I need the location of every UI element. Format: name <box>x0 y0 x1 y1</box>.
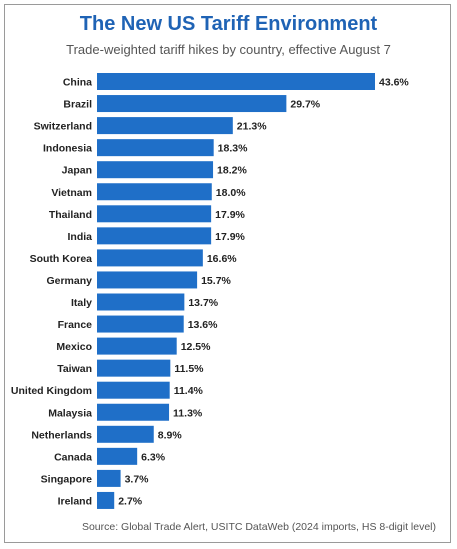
value-label-ireland: 2.7% <box>118 495 143 507</box>
category-label-canada: Canada <box>54 451 92 463</box>
value-label-taiwan: 11.5% <box>174 363 204 375</box>
bar-france <box>97 315 184 333</box>
bar-india <box>97 227 212 245</box>
category-label-italy: Italy <box>71 297 92 309</box>
chart-source: Source: Global Trade Alert, USITC DataWe… <box>81 521 436 533</box>
value-label-switzerland: 21.3% <box>237 121 267 133</box>
bar-switzerland <box>97 117 233 135</box>
bar-china <box>97 73 375 90</box>
value-label-china: 43.6% <box>379 77 409 89</box>
category-label-thailand: Thailand <box>49 209 92 221</box>
value-label-thailand: 17.9% <box>215 209 245 221</box>
category-label-vietnam: Vietnam <box>51 187 92 199</box>
value-label-indonesia: 18.3% <box>218 143 248 155</box>
category-label-indonesia: Indonesia <box>43 143 92 155</box>
value-label-south-korea: 16.6% <box>207 253 237 265</box>
category-label-ireland: Ireland <box>58 495 92 507</box>
bar-brazil <box>97 95 287 113</box>
category-label-taiwan: Taiwan <box>57 363 92 375</box>
value-label-singapore: 3.7% <box>125 473 150 485</box>
bar-singapore <box>97 469 121 487</box>
value-label-brazil: 29.7% <box>290 99 320 111</box>
chart-title: The New US Tariff Environment <box>79 13 378 35</box>
value-label-germany: 15.7% <box>201 275 231 287</box>
category-label-japan: Japan <box>62 165 92 177</box>
category-label-france: France <box>58 319 93 331</box>
category-label-mexico: Mexico <box>56 341 92 353</box>
category-label-netherlands: Netherlands <box>31 429 92 441</box>
category-label-switzerland: Switzerland <box>34 121 92 133</box>
bar-thailand <box>97 205 212 223</box>
value-label-india: 17.9% <box>215 231 245 243</box>
value-label-mexico: 12.5% <box>181 341 211 353</box>
bar-south-korea <box>97 249 203 267</box>
bar-netherlands <box>97 425 154 443</box>
bar-germany <box>97 271 198 289</box>
category-label-singapore: Singapore <box>41 473 93 485</box>
bar-taiwan <box>97 359 171 377</box>
bar-vietnam <box>97 183 212 201</box>
category-label-india: India <box>67 231 92 243</box>
category-label-south-korea: South Korea <box>30 253 93 265</box>
category-label-malaysia: Malaysia <box>48 407 92 419</box>
bar-indonesia <box>97 139 214 157</box>
value-label-vietnam: 18.0% <box>216 187 246 199</box>
chart-subtitle: Trade-weighted tariff hikes by country, … <box>66 42 391 57</box>
bar-malaysia <box>97 403 170 421</box>
bar-canada <box>97 447 138 465</box>
bar-ireland <box>97 491 115 509</box>
value-label-france: 13.6% <box>188 319 218 331</box>
value-label-italy: 13.7% <box>188 297 218 309</box>
value-label-japan: 18.2% <box>217 165 247 177</box>
bar-italy <box>97 293 185 311</box>
category-label-germany: Germany <box>46 275 92 287</box>
value-label-malaysia: 11.3% <box>173 407 203 419</box>
value-label-united-kingdom: 11.4% <box>174 385 204 397</box>
bar-mexico <box>97 337 177 355</box>
category-label-united-kingdom: United Kingdom <box>11 385 92 397</box>
chart-frame: The New US Tariff Environment Trade-weig… <box>4 4 451 543</box>
bar-united-kingdom <box>97 381 170 399</box>
value-label-netherlands: 8.9% <box>158 429 183 441</box>
category-label-brazil: Brazil <box>63 99 92 111</box>
category-label-china: China <box>63 77 92 89</box>
bar-chart: China 43.6% Brazil 29.7% Switzerland 21.3% Ind… <box>11 73 409 509</box>
bar-japan <box>97 161 214 179</box>
value-label-canada: 6.3% <box>141 451 166 463</box>
